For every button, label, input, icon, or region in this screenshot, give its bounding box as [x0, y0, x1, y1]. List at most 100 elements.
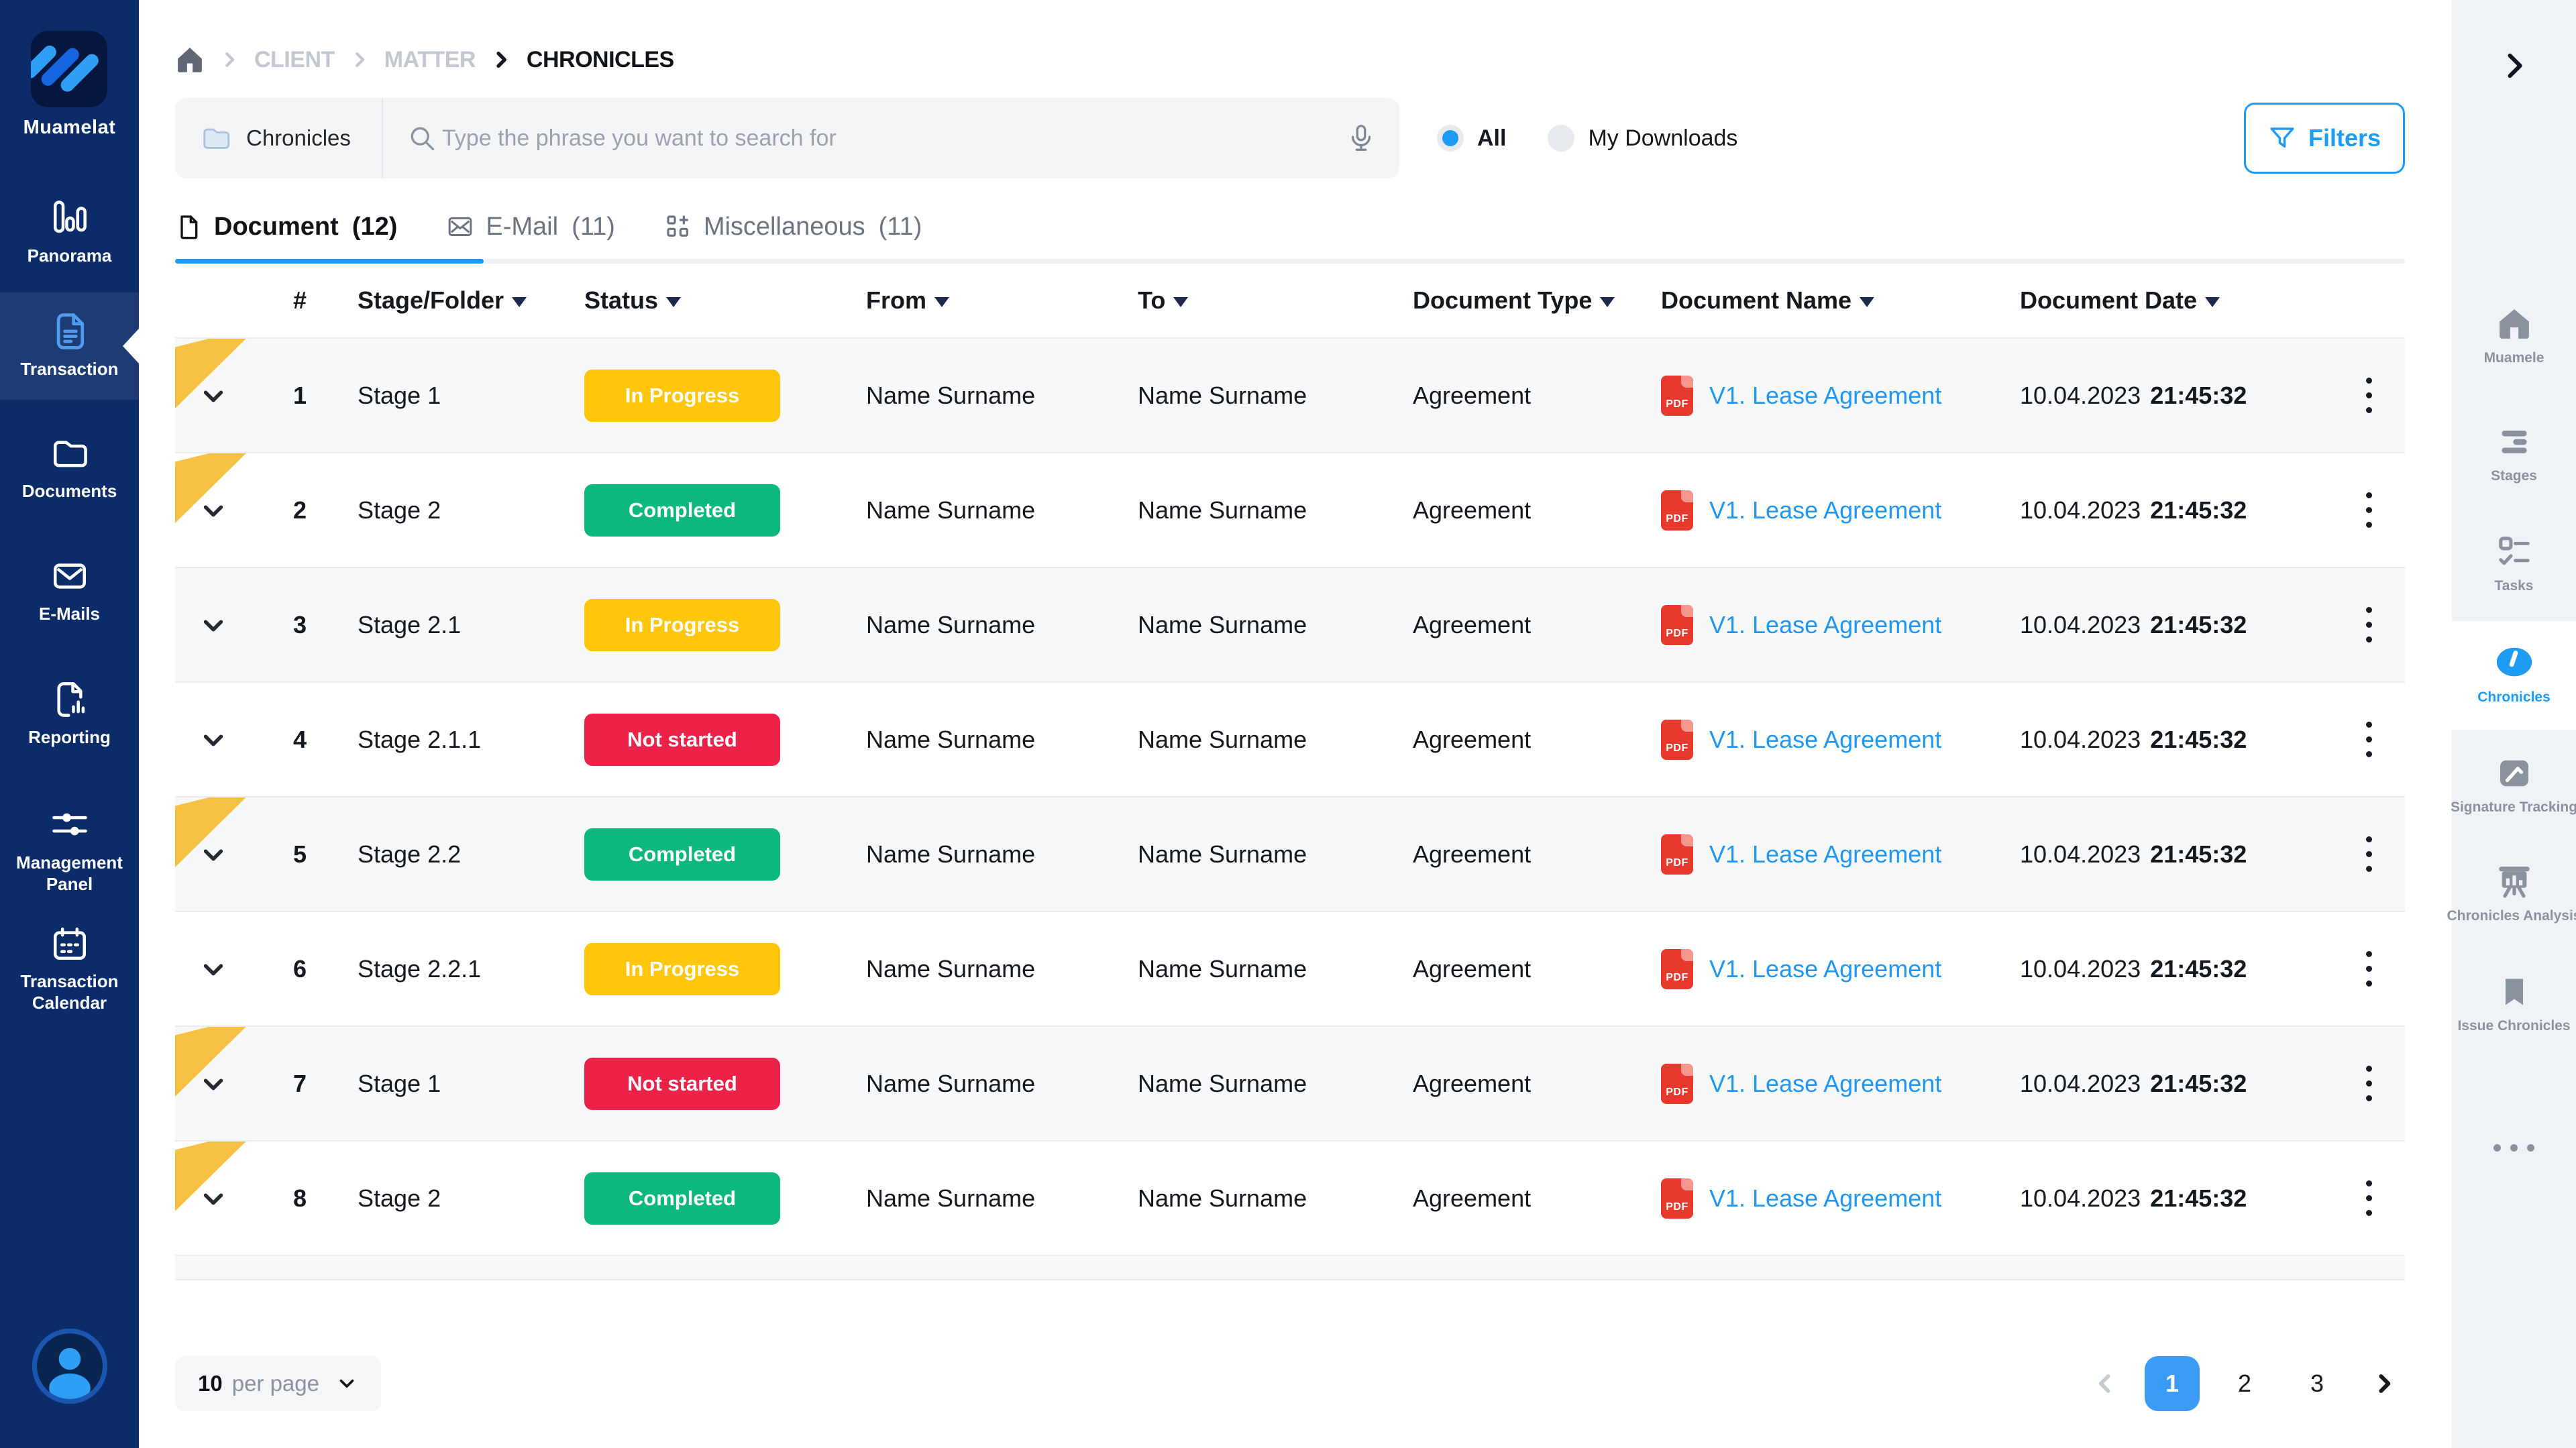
page-button-3[interactable]: 3 — [2310, 1370, 2324, 1397]
document-type-cell: Agreement — [1413, 1184, 1532, 1212]
expand-row-chevron-icon[interactable] — [198, 839, 229, 870]
rail-item-chronicles[interactable]: Chronicles — [2452, 621, 2576, 730]
rail-item-tasks[interactable]: Tasks — [2452, 533, 2576, 594]
to-cell: Name Surname — [1138, 1184, 1307, 1212]
row-number: 7 — [293, 1069, 307, 1097]
expand-row-chevron-icon[interactable] — [198, 380, 229, 411]
sort-arrow-icon — [934, 296, 949, 307]
stages-icon — [2496, 423, 2532, 461]
rail-item-signature-tracking[interactable]: Signature Tracking — [2450, 754, 2576, 816]
document-link[interactable]: V1. Lease Agreement — [1709, 840, 1942, 868]
row-menu-kebab-icon[interactable] — [2359, 486, 2379, 535]
breadcrumb-chronicles: CHRONICLES — [526, 46, 674, 72]
status-badge: Completed — [584, 828, 780, 881]
from-cell: Name Surname — [866, 610, 1036, 638]
document-link[interactable]: V1. Lease Agreement — [1709, 725, 1942, 753]
microphone-icon[interactable] — [1346, 123, 1377, 154]
column-header-stage-folder[interactable]: Stage/Folder — [350, 286, 578, 315]
sort-arrow-icon — [512, 296, 527, 307]
envelope-icon — [50, 556, 89, 596]
home-icon — [2496, 304, 2533, 343]
document-link[interactable]: V1. Lease Agreement — [1709, 1184, 1942, 1212]
row-menu-kebab-icon[interactable] — [2359, 830, 2379, 879]
search-input[interactable] — [441, 125, 1340, 152]
pdf-icon: PDF — [1661, 719, 1693, 760]
row-menu-kebab-icon[interactable] — [2359, 600, 2379, 649]
document-link[interactable]: V1. Lease Agreement — [1709, 496, 1942, 524]
pdf-icon: PDF — [1661, 948, 1693, 989]
column-header-document-date[interactable]: Document Date — [2013, 286, 2335, 315]
collapse-panel-chevron-icon[interactable] — [2497, 48, 2532, 83]
next-page-chevron-icon[interactable] — [2362, 1369, 2405, 1398]
user-avatar[interactable] — [31, 1327, 109, 1405]
breadcrumb-client[interactable]: CLIENT — [254, 46, 335, 72]
sidebar-item-documents[interactable]: Documents — [0, 433, 139, 502]
document-date-cell: 10.04.2023 21:45:32 — [2020, 954, 2247, 983]
rail-item-issue-chronicles[interactable]: Issue Chronicles — [2452, 972, 2576, 1034]
to-cell: Name Surname — [1138, 725, 1307, 753]
column-header-from[interactable]: From — [859, 286, 1131, 315]
table-row-partial — [175, 1256, 2405, 1280]
sidebar-item-reporting[interactable]: Reporting — [0, 679, 139, 748]
row-menu-kebab-icon[interactable] — [2359, 715, 2379, 764]
sidebar-item-transaction[interactable]: Transaction — [0, 292, 139, 400]
row-menu-kebab-icon[interactable] — [2359, 1174, 2379, 1223]
radio-my-downloads[interactable]: My Downloads — [1548, 125, 1737, 152]
column-header-to[interactable]: To — [1131, 286, 1406, 315]
rail-item-stages[interactable]: Stages — [2452, 423, 2576, 484]
breadcrumb-matter[interactable]: MATTER — [384, 46, 476, 72]
report-icon — [50, 679, 89, 720]
sidebar-item-transaction-calendar[interactable]: Transaction Calendar — [0, 924, 139, 1014]
expand-row-chevron-icon[interactable] — [198, 1068, 229, 1099]
document-name-cell: PDF V1. Lease Agreement — [1654, 1178, 2013, 1219]
home-icon[interactable] — [175, 45, 205, 74]
stage-folder-cell: Stage 2 — [358, 496, 441, 524]
more-options-dots-icon[interactable] — [2484, 1135, 2544, 1161]
document-link[interactable]: V1. Lease Agreement — [1709, 381, 1942, 409]
muamelat-logo-icon — [31, 31, 108, 107]
expand-row-chevron-icon[interactable] — [198, 610, 229, 641]
column-header-document-type[interactable]: Document Type — [1406, 286, 1654, 315]
page-button-1[interactable]: 1 — [2145, 1356, 2200, 1411]
row-menu-kebab-icon[interactable] — [2359, 371, 2379, 420]
tab-document[interactable]: Document (12) — [175, 213, 397, 241]
rail-item-label: Muamele — [2483, 350, 2544, 366]
sort-arrow-icon — [1173, 296, 1189, 307]
filters-button[interactable]: Filters — [2244, 103, 2405, 174]
column-header-document-name[interactable]: Document Name — [1654, 286, 2013, 315]
search-scope-selector[interactable]: Chronicles — [175, 98, 382, 178]
row-menu-kebab-icon[interactable] — [2359, 1059, 2379, 1108]
document-link[interactable]: V1. Lease Agreement — [1709, 610, 1942, 638]
app-logo[interactable]: Muamelat — [23, 31, 116, 139]
sidebar-item-management-panel[interactable]: Management Panel — [0, 805, 139, 895]
previous-page-chevron-icon[interactable] — [2084, 1369, 2127, 1398]
document-link[interactable]: V1. Lease Agreement — [1709, 1069, 1942, 1097]
document-date-cell: 10.04.2023 21:45:32 — [2020, 725, 2247, 753]
sidebar-item-panorama[interactable]: Panorama — [0, 198, 139, 267]
document-link[interactable]: V1. Lease Agreement — [1709, 954, 1942, 983]
column-header-status[interactable]: Status — [578, 286, 859, 315]
expand-row-chevron-icon[interactable] — [198, 1183, 229, 1214]
tab-miscellaneous[interactable]: Miscellaneous (11) — [665, 213, 922, 241]
per-page-select[interactable]: 10 per page — [175, 1356, 381, 1411]
expand-row-chevron-icon[interactable] — [198, 954, 229, 985]
rail-item-muamele[interactable]: Muamele — [2452, 304, 2576, 366]
sidebar-item-emails[interactable]: E-Mails — [0, 556, 139, 625]
tab-email[interactable]: E-Mail (11) — [447, 213, 615, 241]
pagination-bar: 10 per page 1 2 3 — [175, 1346, 2405, 1421]
status-badge: Not started — [584, 1057, 780, 1110]
rail-item-label: Signature Tracking — [2450, 799, 2576, 815]
row-menu-kebab-icon[interactable] — [2359, 944, 2379, 993]
radio-all[interactable]: All — [1437, 125, 1506, 152]
page-button-2[interactable]: 2 — [2237, 1370, 2252, 1397]
tabs: Document (12) E-Mail (11) Miscellaneous — [175, 194, 2405, 264]
row-number: 1 — [293, 381, 307, 409]
document-name-cell: PDF V1. Lease Agreement — [1654, 604, 2013, 645]
document-date-cell: 10.04.2023 21:45:32 — [2020, 1184, 2247, 1212]
rail-item-chronicles-analysis[interactable]: Chronicles Analysis — [2447, 862, 2576, 924]
expand-row-chevron-icon[interactable] — [198, 495, 229, 526]
expand-row-chevron-icon[interactable] — [198, 724, 229, 755]
sidebar-item-label: Transaction Calendar — [20, 970, 119, 1013]
sidebar-item-label: Reporting — [28, 727, 111, 747]
